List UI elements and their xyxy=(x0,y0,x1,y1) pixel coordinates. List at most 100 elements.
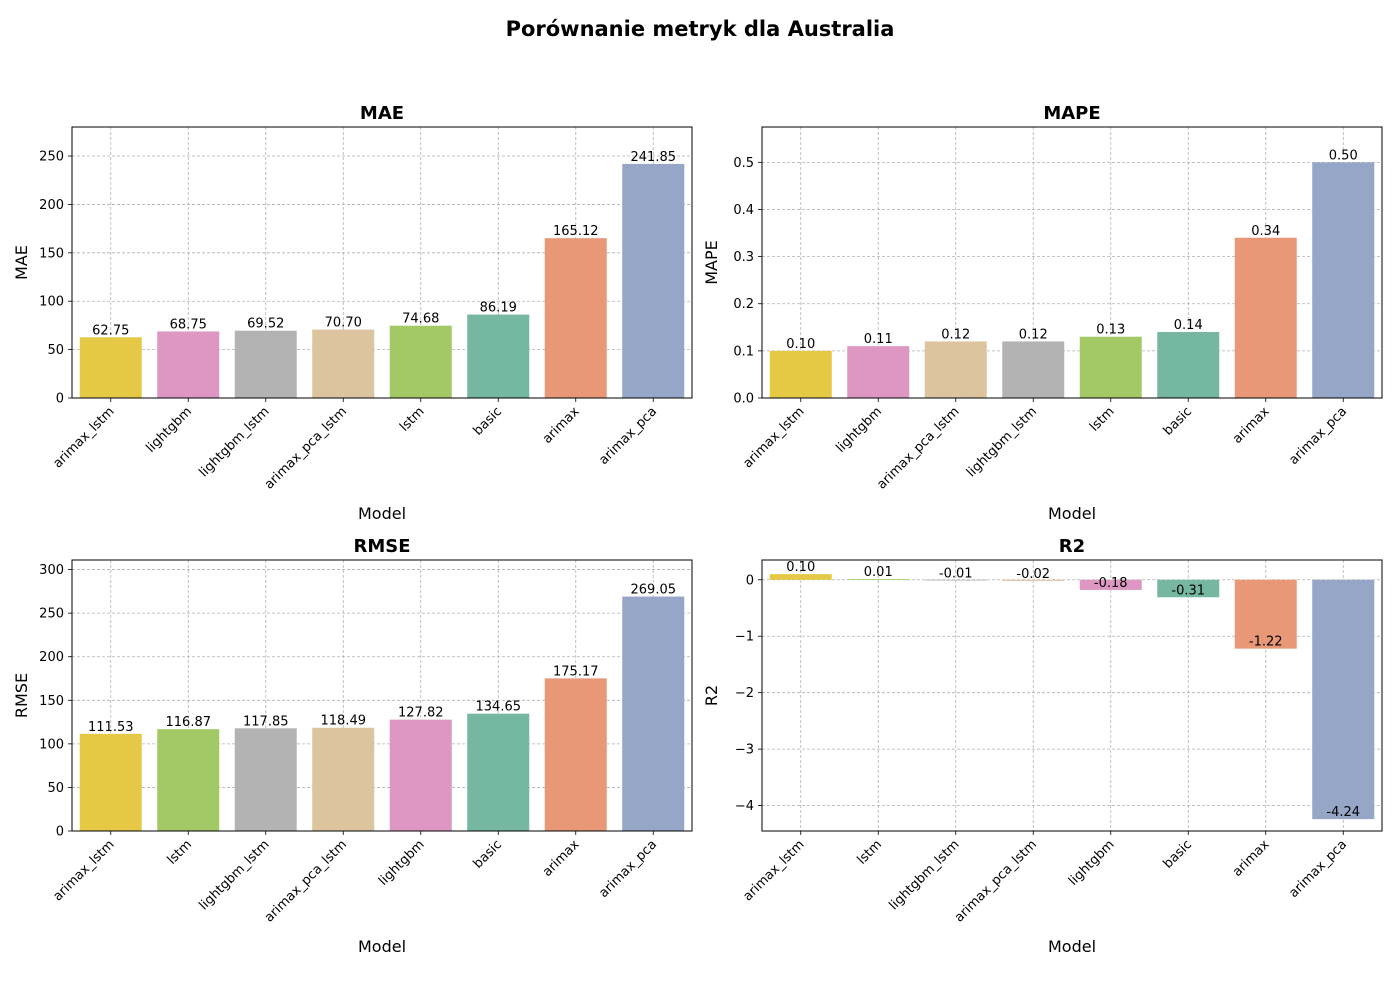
bar-basic xyxy=(467,314,530,398)
x-tick-label: arimax_pca xyxy=(1286,837,1350,901)
x-tick-label: basic xyxy=(1161,837,1195,871)
y-axis-label: MAE xyxy=(12,245,31,280)
x-tick-label: arimax_pca xyxy=(1286,404,1350,468)
chart-mae: 0 50 100 150 200 250 62.75 arimax_lstm 68.75 ligh… xyxy=(12,103,693,523)
bar-value-label: 0.01 xyxy=(864,565,893,580)
x-tick-label: lightgbm_lstm xyxy=(196,837,272,913)
x-tick-label: arimax_pca_lstm xyxy=(262,837,350,925)
y-tick-label: 0.5 xyxy=(733,156,754,171)
bar-arimax_lstm xyxy=(769,574,832,580)
x-tick-label: arimax_pca_lstm xyxy=(952,837,1040,925)
y-tick-label: 0.4 xyxy=(733,203,754,218)
x-tick-label: lstm xyxy=(397,404,428,435)
chart-mape: 0.0 0.1 0.2 0.3 0.4 0.5 0.10 arimax_lstm 0.11 lig… xyxy=(702,103,1383,523)
bar-value-label: 269.05 xyxy=(631,583,677,598)
y-tick-label: 50 xyxy=(47,781,64,796)
plot-frame xyxy=(761,559,1383,832)
y-tick-label: 200 xyxy=(39,198,64,213)
y-tick-label: 250 xyxy=(39,607,64,622)
bar-arimax_lstm xyxy=(79,337,142,398)
bar-value-label: 0.50 xyxy=(1329,148,1358,163)
chart-title: R2 xyxy=(1059,536,1085,557)
bar-value-label: 134.65 xyxy=(476,700,522,715)
bar-value-label: 0.11 xyxy=(864,332,893,347)
x-tick-label: lightgbm_lstm xyxy=(886,837,962,913)
x-tick-label: lstm xyxy=(1087,404,1118,435)
y-tick-label: 0.2 xyxy=(733,297,754,312)
x-tick-label: lightgbm_lstm xyxy=(196,404,272,480)
bar-value-label: -0.02 xyxy=(1016,567,1050,582)
chart-title: MAPE xyxy=(1043,103,1100,124)
bar-lightgbm xyxy=(157,331,220,398)
bar-arimax_pca_lstm xyxy=(1002,579,1065,581)
bar-value-label: -0.18 xyxy=(1094,576,1128,591)
x-tick-label: basic xyxy=(471,404,505,438)
y-tick-label: 250 xyxy=(39,150,64,165)
y-tick-label: 150 xyxy=(39,694,64,709)
bar-value-label: 0.10 xyxy=(786,560,815,575)
plot-frame xyxy=(71,559,693,832)
x-tick-label: lightgbm xyxy=(1066,837,1118,889)
bar-value-label: 127.82 xyxy=(398,706,444,721)
x-tick-label: arimax_lstm xyxy=(50,837,117,904)
y-tick-label: 50 xyxy=(47,343,64,358)
bar-arimax_pca xyxy=(622,596,685,831)
bar-lightgbm xyxy=(847,346,910,398)
y-tick-label: −3 xyxy=(735,743,754,758)
x-axis-label: Model xyxy=(358,937,406,956)
y-tick-label: 0 xyxy=(56,825,64,840)
bar-arimax_lstm xyxy=(79,733,142,831)
y-tick-label: 100 xyxy=(39,295,64,310)
bar-arimax_pca xyxy=(622,163,685,398)
bar-value-label: 0.34 xyxy=(1251,224,1280,239)
y-axis-label: RMSE xyxy=(12,673,31,718)
bar-value-label: 0.12 xyxy=(1019,327,1048,342)
x-tick-label: arimax_lstm xyxy=(740,404,807,471)
bar-value-label: 116.87 xyxy=(166,715,212,730)
x-tick-label: basic xyxy=(1161,404,1195,438)
bar-value-label: 0.13 xyxy=(1096,323,1125,338)
x-tick-label: arimax_pca_lstm xyxy=(874,404,962,492)
bar-lstm xyxy=(389,325,452,398)
chart-title: MAE xyxy=(360,103,404,124)
bar-arimax_pca xyxy=(1312,579,1375,820)
chart-rmse: 0 50 100 150 200 250 300 111.53 arimax_lstm 116.8… xyxy=(12,536,693,956)
bar-value-label: 165.12 xyxy=(553,224,599,239)
x-axis-label: Model xyxy=(1048,937,1096,956)
bar-value-label: 175.17 xyxy=(553,664,599,679)
x-tick-label: arimax_pca xyxy=(596,837,660,901)
y-tick-label: 0.3 xyxy=(733,250,754,265)
y-tick-label: −2 xyxy=(735,686,754,701)
bar-lightgbm_lstm xyxy=(234,728,297,831)
bar-lstm xyxy=(847,579,910,580)
y-tick-label: 0.0 xyxy=(733,392,754,407)
x-axis-label: Model xyxy=(1048,504,1096,523)
x-tick-label: lightgbm xyxy=(376,837,428,889)
bar-value-label: -1.22 xyxy=(1249,635,1283,650)
x-tick-label: arimax_lstm xyxy=(50,404,117,471)
bar-value-label: 69.52 xyxy=(247,317,284,332)
bar-lstm xyxy=(1079,336,1142,398)
bar-value-label: -0.31 xyxy=(1171,583,1205,598)
bar-value-label: -0.01 xyxy=(939,566,973,581)
bar-arimax_pca xyxy=(1312,162,1375,398)
x-tick-label: arimax xyxy=(1230,837,1273,880)
plot-frame xyxy=(71,126,693,399)
x-axis-label: Model xyxy=(358,504,406,523)
x-tick-label: arimax xyxy=(1230,404,1273,447)
y-axis-label: R2 xyxy=(702,685,721,706)
y-tick-label: 300 xyxy=(39,563,64,578)
y-tick-label: 100 xyxy=(39,737,64,752)
bar-value-label: 62.75 xyxy=(92,323,129,338)
y-tick-label: 0 xyxy=(56,392,64,407)
bar-arimax_pca_lstm xyxy=(312,727,375,831)
bar-value-label: -4.24 xyxy=(1326,805,1360,820)
x-tick-label: lstm xyxy=(165,837,196,868)
bar-basic xyxy=(1157,332,1220,398)
bar-lightgbm_lstm xyxy=(234,330,297,398)
x-tick-label: lightgbm xyxy=(833,404,885,456)
bar-lightgbm xyxy=(389,719,452,831)
y-tick-label: 0.1 xyxy=(733,344,754,359)
bar-basic xyxy=(467,713,530,831)
